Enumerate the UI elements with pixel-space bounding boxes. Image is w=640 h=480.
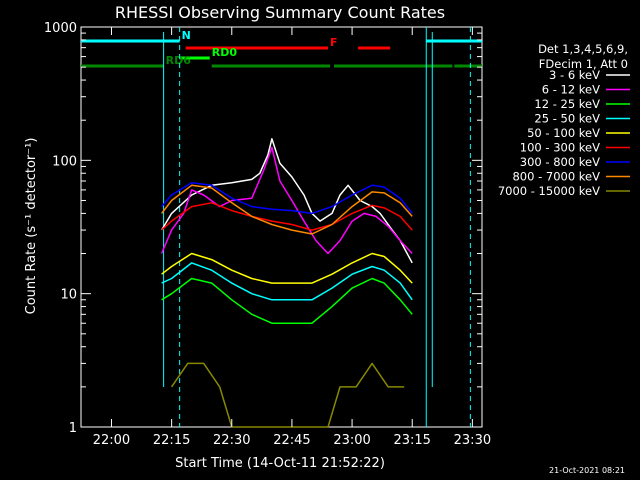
legend-entry-label: 25 - 50 keV xyxy=(534,112,600,126)
flag-label: RD0 xyxy=(212,46,238,59)
x-tick-label: 22:30 xyxy=(213,433,250,448)
x-tick-label: 23:15 xyxy=(393,433,430,448)
series-line xyxy=(160,138,413,264)
series-line xyxy=(161,252,413,284)
x-axis-label: Start Time (14-Oct-11 21:52:22) xyxy=(175,456,385,471)
legend-header: Det 1,3,4,5,6,9, xyxy=(538,42,628,56)
legend-entry-label: 3 - 6 keV xyxy=(549,68,600,82)
legend: Det 1,3,4,5,6,9,FDecim 1, Att 03 - 6 keV… xyxy=(498,42,630,198)
series-line xyxy=(161,181,413,215)
timestamp: 21-Oct-2021 08:21 xyxy=(549,466,625,475)
legend-entry-label: 300 - 800 keV xyxy=(520,155,600,169)
flags-layer: N F RD0 RD6 xyxy=(81,27,482,427)
legend-entry-label: 100 - 300 keV xyxy=(520,141,600,155)
y-tick-label: 10 xyxy=(60,288,77,303)
y-tick-label: 1000 xyxy=(44,21,77,36)
x-tick-label: 22:45 xyxy=(273,433,310,448)
y-tick-label: 1 xyxy=(69,421,77,436)
x-axis-ticks: 22:00 22:15 22:30 22:45 23:00 23:15 23:30 xyxy=(93,27,491,448)
series-line xyxy=(161,277,413,324)
series-line xyxy=(161,262,413,301)
y-axis-ticks: 1 10 100 1000 xyxy=(44,21,482,436)
flag-label: F xyxy=(330,36,338,49)
series-line xyxy=(161,202,413,231)
chart-title: RHESSI Observing Summary Count Rates xyxy=(115,3,445,22)
flag-label: N xyxy=(182,29,191,42)
y-axis-label: Count Rate (s⁻¹ detector⁻¹) xyxy=(24,138,39,315)
series-layer xyxy=(160,138,413,428)
series-line xyxy=(161,184,413,235)
y-tick-label: 100 xyxy=(52,154,77,169)
legend-entry-label: 7000 - 15000 keV xyxy=(498,184,600,198)
x-tick-label: 23:00 xyxy=(333,433,370,448)
x-tick-label: 22:15 xyxy=(153,433,190,448)
series-line xyxy=(160,146,413,255)
legend-entry-label: 50 - 100 keV xyxy=(527,126,600,140)
legend-header: FDecim 1, Att 0 xyxy=(539,57,628,71)
flag-label: RD6 xyxy=(166,54,192,67)
x-tick-label: 23:30 xyxy=(454,433,491,448)
legend-entry-label: 6 - 12 keV xyxy=(542,83,600,97)
x-tick-label: 22:00 xyxy=(93,433,130,448)
series-line xyxy=(170,362,405,428)
legend-entry-label: 800 - 7000 keV xyxy=(512,170,600,184)
legend-entry-label: 12 - 25 keV xyxy=(534,97,600,111)
